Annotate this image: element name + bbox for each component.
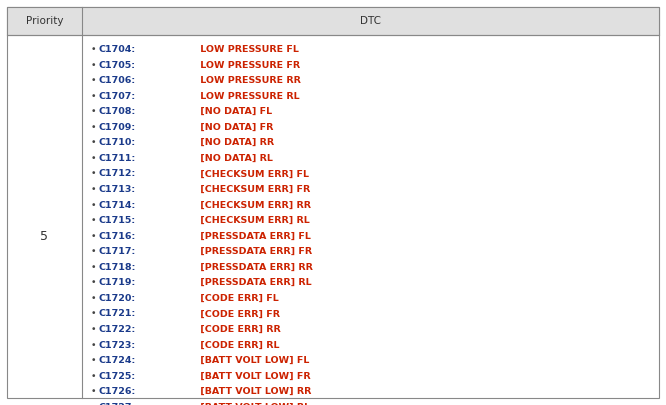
Text: C1721:: C1721: [99,309,136,318]
Text: •: • [91,341,96,350]
Text: [NO DATA] FR: [NO DATA] FR [196,123,273,132]
Text: C1724:: C1724: [99,356,136,365]
Text: •: • [91,60,96,70]
Text: C1726:: C1726: [99,387,136,396]
Text: C1713:: C1713: [99,185,136,194]
Text: C1727:: C1727: [99,403,136,405]
Text: [NO DATA] FL: [NO DATA] FL [197,107,272,116]
Text: [NO DATA] RR: [NO DATA] RR [196,138,274,147]
Text: •: • [91,45,96,54]
Text: •: • [91,372,96,381]
Text: C1709:: C1709: [99,123,136,132]
Text: •: • [91,169,96,178]
Text: [PRESSDATA ERR] RR: [PRESSDATA ERR] RR [197,263,313,272]
Text: [CHECKSUM ERR] FL: [CHECKSUM ERR] FL [197,169,309,178]
Text: [PRESSDATA ERR] FL: [PRESSDATA ERR] FL [197,232,311,241]
Text: [CODE ERR] FR: [CODE ERR] FR [197,309,280,318]
Text: C1718:: C1718: [99,263,136,272]
Text: C1722:: C1722: [99,325,136,334]
Text: C1720:: C1720: [99,294,136,303]
Text: •: • [91,76,96,85]
Text: •: • [91,232,96,241]
Text: C1710:: C1710: [99,138,136,147]
Text: •: • [91,278,96,287]
Text: [PRESSDATA ERR] FR: [PRESSDATA ERR] FR [197,247,312,256]
Text: •: • [91,403,96,405]
Text: •: • [91,356,96,365]
Text: [CHECKSUM ERR] RL: [CHECKSUM ERR] RL [196,216,310,225]
Text: •: • [91,247,96,256]
Text: [CHECKSUM ERR] RR: [CHECKSUM ERR] RR [197,200,311,209]
Text: C1714:: C1714: [99,200,136,209]
Text: •: • [91,309,96,318]
Text: •: • [91,92,96,100]
Text: C1712:: C1712: [99,169,136,178]
Bar [7,7,659,35]
Text: [BATT VOLT LOW] FR: [BATT VOLT LOW] FR [196,372,310,381]
Text: •: • [91,123,96,132]
Text: [NO DATA] RL: [NO DATA] RL [197,154,273,163]
Text: C1725:: C1725: [99,372,136,381]
Text: 5: 5 [41,230,49,243]
Text: C1708:: C1708: [99,107,136,116]
Text: LOW PRESSURE FR: LOW PRESSURE FR [196,60,300,70]
Text: C1705:: C1705: [99,60,136,70]
Text: LOW PRESSURE FL: LOW PRESSURE FL [196,45,298,54]
Text: C1711:: C1711: [99,154,136,163]
Text: [BATT VOLT LOW] RR: [BATT VOLT LOW] RR [197,387,311,396]
Text: DTC: DTC [360,16,381,26]
Text: [CODE ERR] RL: [CODE ERR] RL [196,341,279,350]
Text: [BATT VOLT LOW] RL: [BATT VOLT LOW] RL [197,403,310,405]
Text: LOW PRESSURE RR: LOW PRESSURE RR [196,76,300,85]
Text: Priority: Priority [26,16,63,26]
Text: C1704:: C1704: [99,45,136,54]
Text: C1715:: C1715: [99,216,136,225]
Text: LOW PRESSURE RL: LOW PRESSURE RL [196,92,300,100]
Text: •: • [91,294,96,303]
Text: [CODE ERR] FL: [CODE ERR] FL [196,294,278,303]
Text: [CODE ERR] RR: [CODE ERR] RR [197,325,280,334]
Text: C1706:: C1706: [99,76,136,85]
Text: C1716:: C1716: [99,232,136,241]
Text: •: • [91,325,96,334]
Text: [PRESSDATA ERR] RL: [PRESSDATA ERR] RL [197,278,312,287]
Text: •: • [91,387,96,396]
Text: •: • [91,154,96,163]
Text: •: • [91,107,96,116]
Text: •: • [91,200,96,209]
Text: C1707:: C1707: [99,92,136,100]
Text: [BATT VOLT LOW] FL: [BATT VOLT LOW] FL [197,356,309,365]
Text: •: • [91,216,96,225]
Text: [CHECKSUM ERR] FR: [CHECKSUM ERR] FR [196,185,310,194]
Text: •: • [91,185,96,194]
Text: •: • [91,138,96,147]
Text: C1717:: C1717: [99,247,136,256]
Text: C1723:: C1723: [99,341,136,350]
Text: •: • [91,263,96,272]
Text: C1719:: C1719: [99,278,136,287]
